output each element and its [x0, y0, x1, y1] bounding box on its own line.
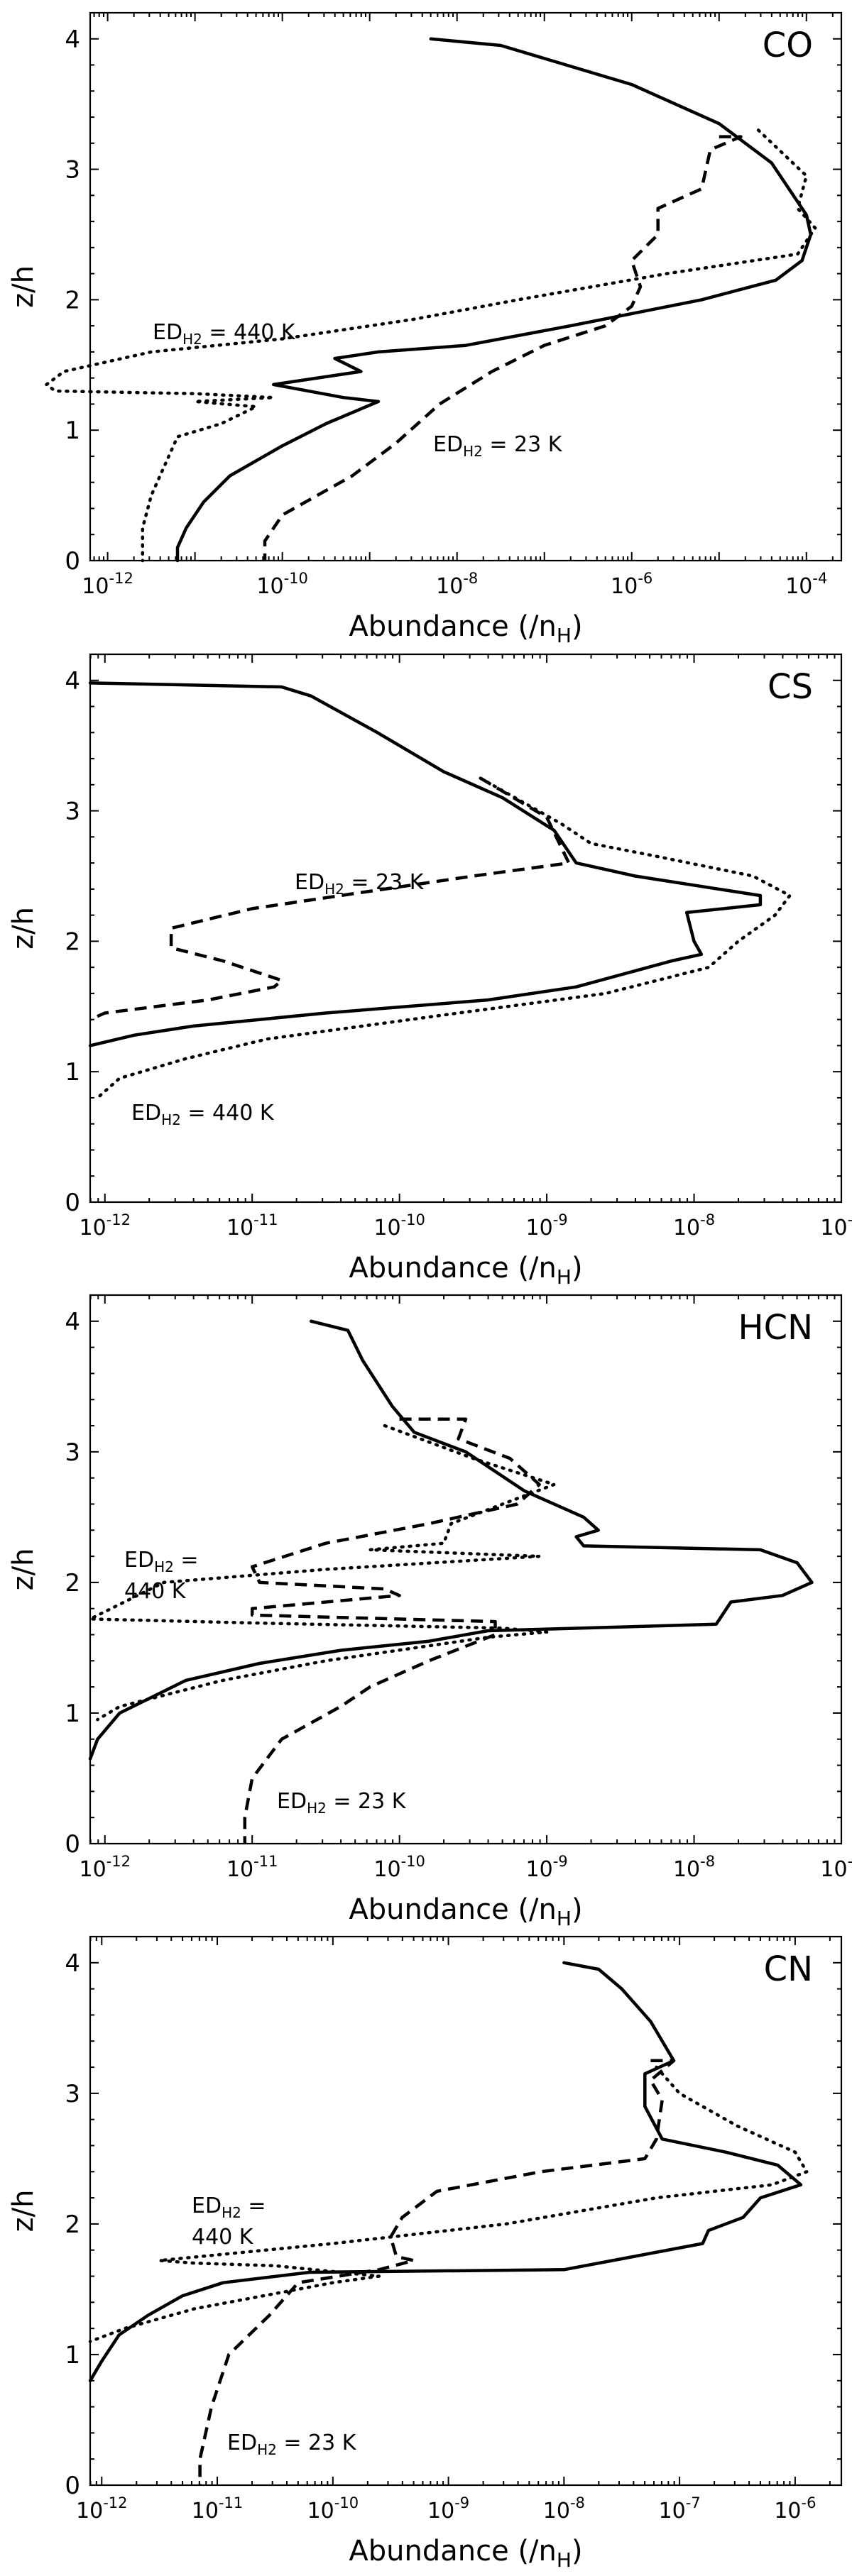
- y-axis-label: z/h: [7, 1548, 40, 1591]
- panel-title: HCN: [738, 1308, 813, 1348]
- x-tick-label: 10-7: [820, 1853, 852, 1882]
- y-tick-label: 2: [65, 286, 80, 314]
- panel-title: CS: [768, 667, 813, 707]
- panel-cn: 10-12 10-11 10-10 10-9 10-8 10-7 10-6 0 1 2 3 4 Abun…: [7, 1935, 843, 2572]
- axes-frame: [89, 11, 843, 562]
- annotation-label: EDH2 = 23 K: [433, 432, 563, 460]
- x-tick-label: 10-10: [373, 1853, 425, 1882]
- x-tick-label: 10-9: [427, 2494, 469, 2523]
- x-tick-label: 10-12: [82, 570, 133, 599]
- annotation-label-line2: 440 K: [192, 2225, 254, 2250]
- x-tick-label: 10-12: [79, 1853, 131, 1882]
- panel-title: CO: [763, 26, 813, 65]
- x-tick-label: 10-12: [76, 2494, 128, 2523]
- y-tick-label: 0: [65, 547, 80, 576]
- x-tick-label: 10-11: [192, 2494, 244, 2523]
- panel-hcn: 10-12 10-11 10-10 10-9 10-8 10-7 0 1 2 3 4 Abundanc…: [7, 1294, 852, 1930]
- x-tick-label: 10-6: [611, 570, 652, 599]
- series-dashed: [243, 1417, 541, 1844]
- series-dashed: [198, 2059, 676, 2485]
- series-solid: [175, 37, 813, 563]
- y-tick-label: 1: [65, 417, 80, 445]
- annotation-label: EDH2 = 23 K: [277, 1789, 407, 1817]
- annotation-label: EDH2 =: [192, 2194, 266, 2221]
- x-axis-label: Abundance (/nH): [349, 1252, 582, 1289]
- series-dotted: [96, 776, 792, 1100]
- x-tick-label: 10-4: [785, 570, 827, 599]
- axes-frame: [89, 1294, 843, 1845]
- x-axis-label: Abundance (/nH): [349, 1893, 582, 1930]
- panel-title: CN: [764, 1949, 813, 1989]
- y-tick-label: 3: [65, 156, 80, 185]
- y-tick-label: 4: [65, 1949, 80, 1978]
- axes-frame: [89, 1935, 843, 2487]
- y-tick-label: 4: [65, 1308, 80, 1336]
- y-tick-label: 1: [65, 1700, 80, 1728]
- x-tick-label: 10-8: [436, 570, 478, 599]
- annotation-label: EDH2 = 23 K: [227, 2431, 357, 2458]
- x-axis-label: Abundance (/nH): [349, 610, 582, 647]
- x-tick-label: 10-9: [526, 1211, 568, 1240]
- annotation-label: EDH2 = 23 K: [295, 870, 425, 898]
- x-tick-label: 10-10: [256, 570, 308, 599]
- x-tick-label: 10-10: [307, 2494, 359, 2523]
- annotation-label: EDH2 =: [124, 1548, 199, 1575]
- y-tick-label: 2: [65, 928, 80, 956]
- series-solid: [88, 1319, 814, 1761]
- series-dashed: [263, 135, 743, 561]
- y-tick-label: 0: [65, 2472, 80, 2500]
- y-axis-label: z/h: [7, 907, 40, 950]
- y-tick-label: 1: [65, 2341, 80, 2369]
- x-tick-label: 10-8: [543, 2494, 585, 2523]
- y-tick-label: 3: [65, 2080, 80, 2108]
- y-tick-label: 2: [65, 1569, 80, 1597]
- x-tick-label: 10-10: [373, 1211, 425, 1240]
- annotation-label-line2: 440 K: [124, 1579, 187, 1604]
- x-tick-label: 10-7: [820, 1211, 852, 1240]
- y-tick-label: 3: [65, 1438, 80, 1467]
- x-tick-label: 10-12: [79, 1211, 131, 1240]
- x-tick-label: 10-8: [673, 1211, 715, 1240]
- x-tick-label: 10-8: [673, 1853, 715, 1882]
- series-dotted: [88, 1424, 556, 1722]
- series-dashed: [89, 776, 571, 1021]
- annotation-label: EDH2 = 440 K: [153, 320, 296, 348]
- x-tick-label: 10-7: [659, 2494, 701, 2523]
- annotation-label: EDH2 = 440 K: [131, 1101, 275, 1128]
- y-tick-label: 4: [65, 26, 80, 54]
- series-solid: [88, 1961, 803, 2383]
- y-tick-label: 1: [65, 1058, 80, 1086]
- series-solid: [88, 681, 763, 1047]
- x-tick-label: 10-6: [774, 2494, 816, 2523]
- y-tick-label: 0: [65, 1830, 80, 1859]
- y-tick-label: 3: [65, 798, 80, 826]
- y-axis-label: z/h: [7, 2190, 40, 2233]
- axes-frame: [89, 653, 843, 1204]
- y-tick-label: 4: [65, 667, 80, 695]
- series-dotted: [88, 2065, 809, 2343]
- x-tick-label: 10-11: [226, 1853, 278, 1882]
- x-tick-label: 10-9: [526, 1853, 568, 1882]
- series-dotted: [45, 128, 817, 563]
- x-axis-label: Abundance (/nH): [349, 2535, 582, 2572]
- panel-cs: 10-12 10-11 10-10 10-9 10-8 10-7 0 1 2 3 4 Abundanc…: [7, 653, 852, 1289]
- y-tick-label: 2: [65, 2211, 80, 2239]
- x-tick-label: 10-11: [226, 1211, 278, 1240]
- y-tick-label: 0: [65, 1189, 80, 1217]
- y-axis-label: z/h: [7, 265, 40, 308]
- panel-co: 10-12 10-10 10-8 10-6 10-4 0 1 2 3 4 Abundance (/n…: [7, 11, 843, 647]
